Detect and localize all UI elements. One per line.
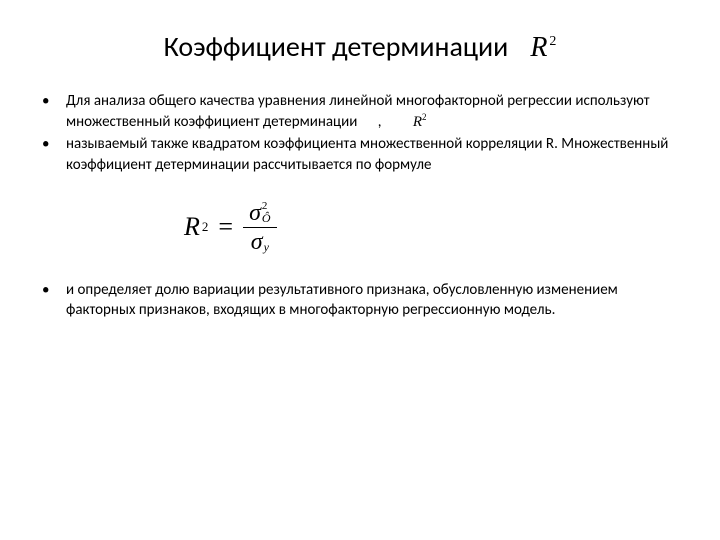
bullet-list-2: и определяет долю вариации результативно… bbox=[34, 280, 686, 321]
bullet-text: Для анализа общего качества уравнения ли… bbox=[66, 92, 650, 131]
bullet-text: называемый также квадратом коэффициента … bbox=[66, 135, 668, 173]
formula-lhs: R2 bbox=[184, 212, 208, 242]
title-symbol-base: R bbox=[530, 32, 547, 63]
inline-r2-sup: 2 bbox=[422, 112, 427, 122]
num-supsub: 2 Ô bbox=[262, 202, 271, 223]
num-sub: Ô bbox=[262, 213, 271, 224]
inline-r2-base: R bbox=[413, 114, 422, 130]
inline-r2-symbol: R2 bbox=[413, 114, 427, 130]
fraction: σ 2 Ô σ y bbox=[243, 201, 277, 254]
bullet-item: Для анализа общего качества уравнения ли… bbox=[34, 91, 686, 133]
title-symbol-sup: 2 bbox=[549, 34, 556, 49]
formula-lhs-base: R bbox=[184, 212, 200, 242]
numerator: σ 2 Ô bbox=[243, 201, 277, 228]
slide-title: Коэффициент детерминации bbox=[164, 32, 509, 63]
den-supsub: y bbox=[264, 231, 269, 252]
formula: R2 = σ 2 Ô σ bbox=[184, 201, 277, 254]
sigma-symbol: σ bbox=[251, 230, 263, 254]
den-sub: y bbox=[264, 242, 269, 253]
slide: Коэффициент детерминации R2 Для анализа … bbox=[0, 0, 720, 540]
title-symbol: R2 bbox=[530, 34, 556, 62]
equals-sign: = bbox=[218, 212, 233, 242]
title-row: Коэффициент детерминации R2 bbox=[34, 32, 686, 63]
sigma-den: σ y bbox=[251, 230, 269, 254]
sigma-symbol: σ bbox=[249, 201, 261, 225]
bullet-text: и определяет долю вариации результативно… bbox=[66, 281, 618, 319]
formula-block: R2 = σ 2 Ô σ bbox=[184, 201, 686, 254]
bullet-list: Для анализа общего качества уравнения ли… bbox=[34, 91, 686, 175]
formula-lhs-sup: 2 bbox=[202, 219, 209, 235]
denominator: σ y bbox=[245, 228, 275, 254]
sigma-num: σ 2 Ô bbox=[249, 201, 271, 225]
bullet-item: называемый также квадратом коэффициента … bbox=[34, 134, 686, 175]
bullet-item: и определяет долю вариации результативно… bbox=[34, 280, 686, 321]
